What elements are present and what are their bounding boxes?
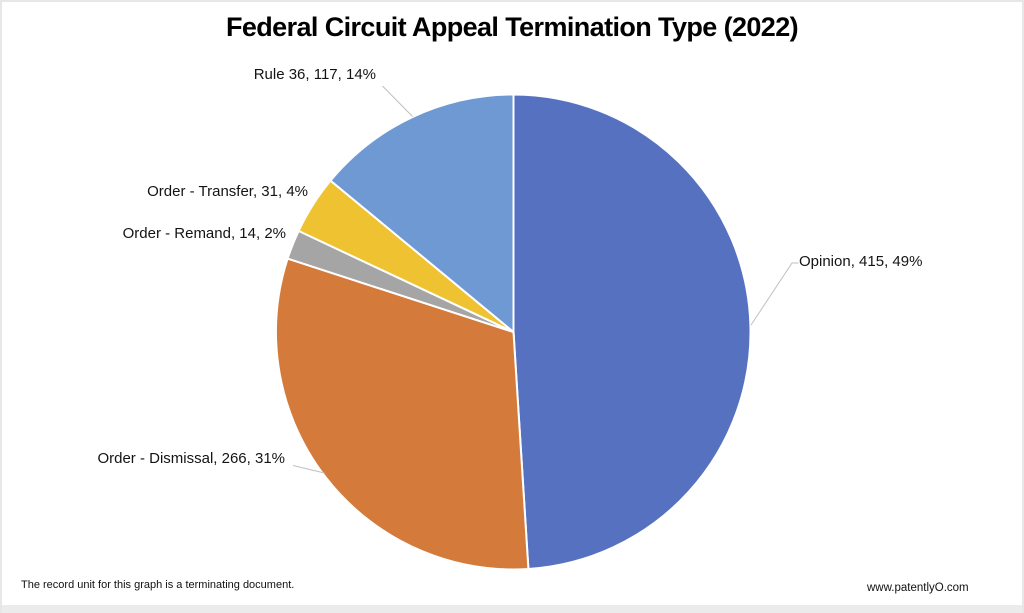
leader-line-rule-36: [382, 85, 413, 117]
leader-line-order-dismissal: [292, 465, 325, 474]
slice-label-order-remand: Order - Remand, 14, 2%: [122, 225, 286, 242]
bottom-edge-bar: [2, 605, 1022, 613]
pie-slice-opinion: [512, 93, 752, 570]
pie-slice-order-dismissal: [274, 257, 530, 571]
slice-label-order-transfer: Order - Transfer, 31, 4%: [147, 183, 308, 200]
slice-label-order-dismissal: Order - Dismissal, 266, 31%: [97, 450, 285, 467]
pie-slice-rule-36: [329, 93, 515, 333]
slice-label-rule-36: Rule 36, 117, 14%: [253, 66, 376, 83]
source-url: www.patentlyO.com: [867, 582, 969, 594]
footnote: The record unit for this graph is a term…: [21, 579, 295, 591]
chart-title: Federal Circuit Appeal Termination Type …: [225, 12, 799, 42]
leader-line-opinion: [750, 262, 799, 326]
slice-label-opinion: Opinion, 415, 49%: [799, 253, 923, 270]
